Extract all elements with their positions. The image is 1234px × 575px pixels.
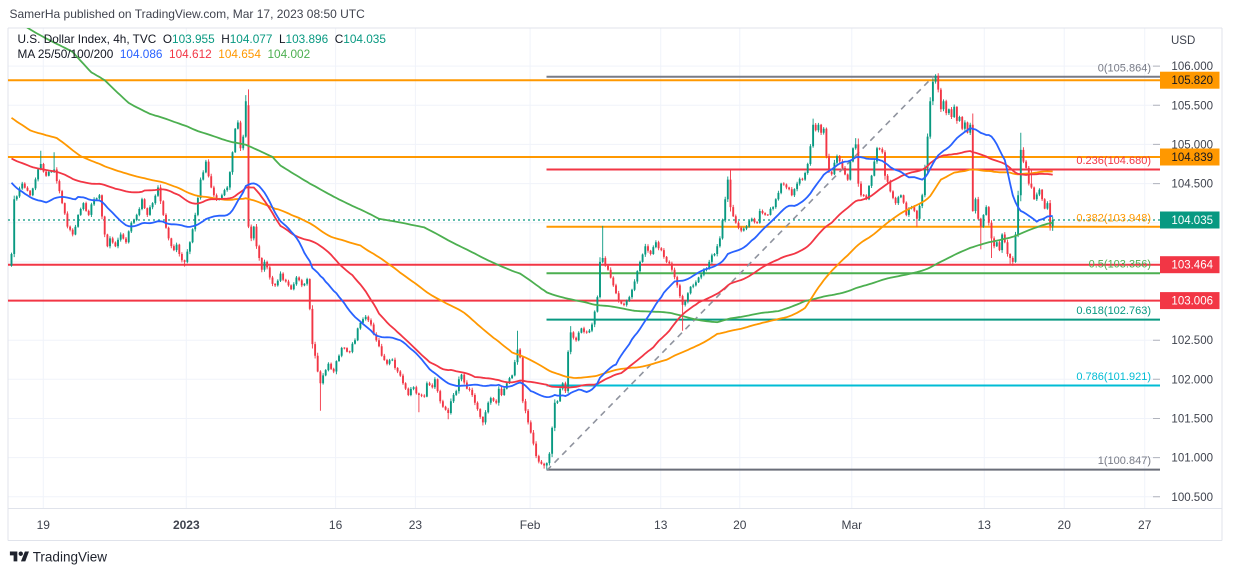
svg-text:104.035: 104.035 <box>1171 215 1213 227</box>
svg-text:0.382(103.948): 0.382(103.948) <box>1076 212 1151 224</box>
svg-text:105.000: 105.000 <box>1171 139 1213 151</box>
svg-text:0.5(103.356): 0.5(103.356) <box>1089 259 1151 271</box>
svg-text:101.500: 101.500 <box>1171 414 1213 426</box>
svg-text:106.000: 106.000 <box>1171 61 1213 73</box>
svg-text:104.500: 104.500 <box>1171 179 1213 191</box>
svg-text:13: 13 <box>978 518 992 532</box>
svg-text:USD: USD <box>1171 35 1195 47</box>
svg-text:0.786(101.921): 0.786(101.921) <box>1076 371 1151 383</box>
svg-text:SamerHa published on TradingVi: SamerHa published on TradingView.com, Ma… <box>10 7 366 21</box>
svg-text:13: 13 <box>654 518 668 532</box>
svg-text:102.000: 102.000 <box>1171 374 1213 386</box>
svg-text:19: 19 <box>37 518 51 532</box>
svg-text:103.006: 103.006 <box>1171 296 1213 308</box>
svg-text:20: 20 <box>1058 518 1072 532</box>
svg-text:Feb: Feb <box>520 518 541 532</box>
svg-text:0.236(104.680): 0.236(104.680) <box>1076 155 1151 167</box>
svg-text:2023: 2023 <box>173 518 200 532</box>
svg-text:27: 27 <box>1138 518 1152 532</box>
svg-text:105.500: 105.500 <box>1171 100 1213 112</box>
svg-text:Mar: Mar <box>841 518 862 532</box>
svg-text:103.464: 103.464 <box>1171 260 1213 272</box>
svg-text:1(100.847): 1(100.847) <box>1098 455 1151 467</box>
svg-text:101.000: 101.000 <box>1171 453 1213 465</box>
svg-text:105.820: 105.820 <box>1171 75 1213 87</box>
svg-text:0.618(102.763): 0.618(102.763) <box>1076 305 1151 317</box>
svg-text:0(105.864): 0(105.864) <box>1098 62 1151 74</box>
svg-text:23: 23 <box>409 518 423 532</box>
svg-text:16: 16 <box>329 518 343 532</box>
svg-text:MA 25/50/100/200 104.086 104: MA 25/50/100/200 104.086 104.612 104.654… <box>18 47 311 61</box>
svg-text:TradingView: TradingView <box>33 550 108 565</box>
svg-text:102.500: 102.500 <box>1171 335 1213 347</box>
svg-text:100.500: 100.500 <box>1171 492 1213 504</box>
svg-text:104.839: 104.839 <box>1171 152 1213 164</box>
svg-text:20: 20 <box>733 518 747 532</box>
svg-text:U.S. Dollar Index, 4h, TVC O1: U.S. Dollar Index, 4h, TVC O103.955 H104… <box>18 32 387 46</box>
